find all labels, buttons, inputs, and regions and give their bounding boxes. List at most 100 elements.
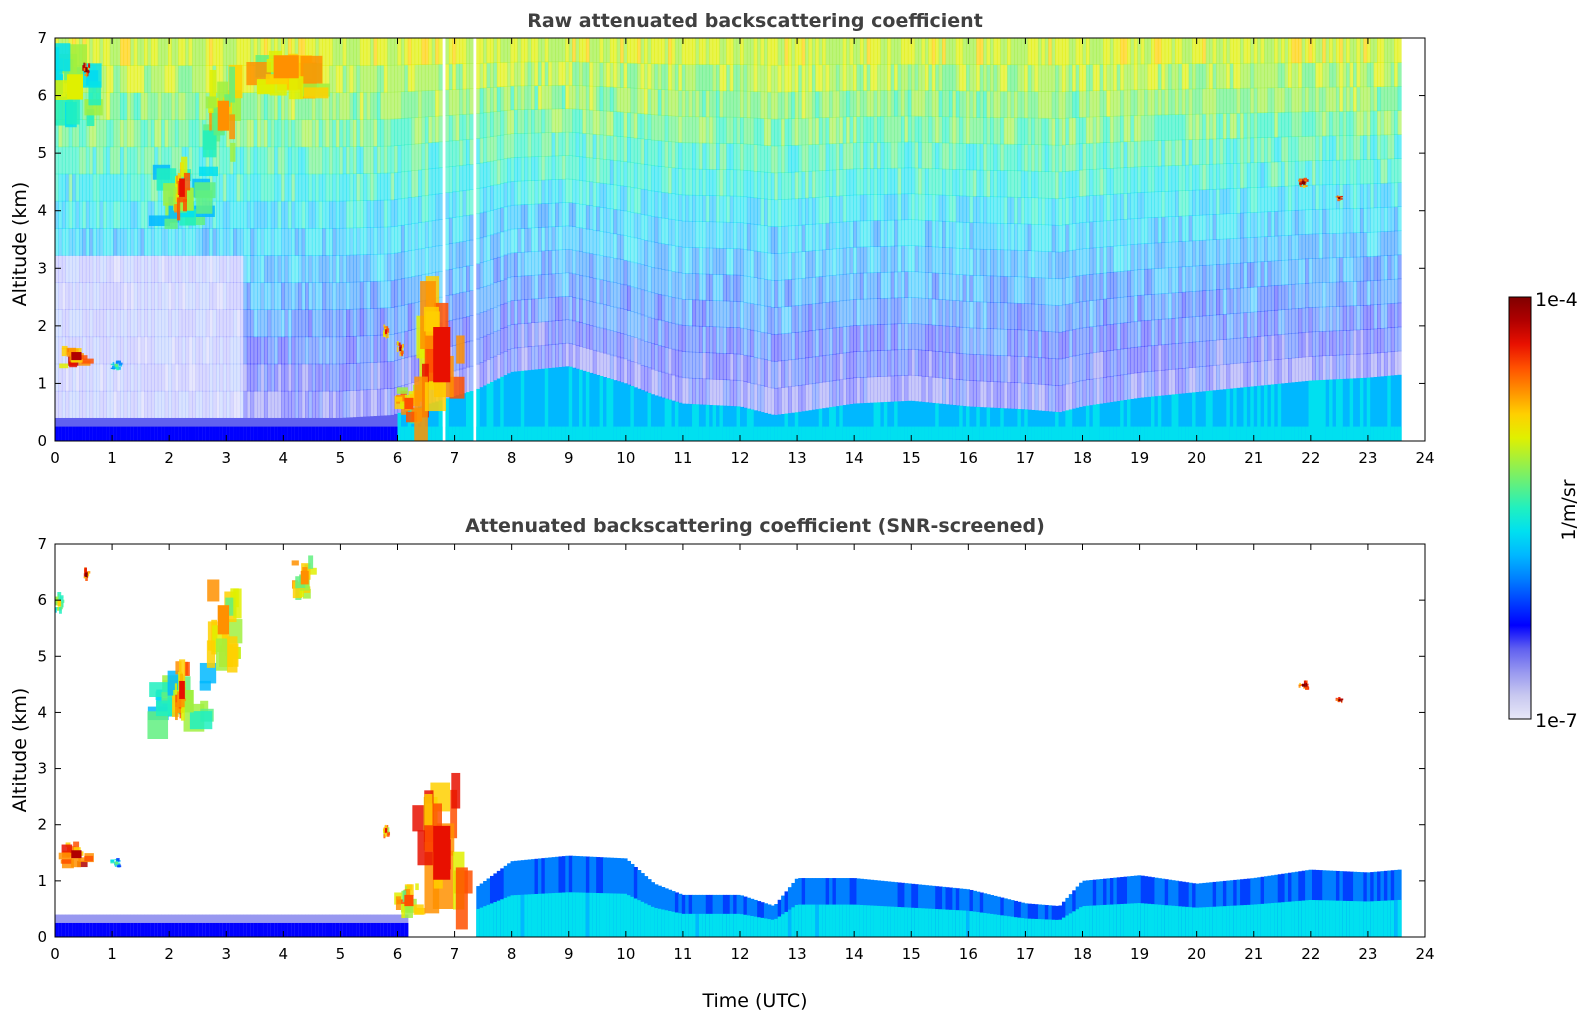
heatmap-cell [603,280,608,305]
heatmap-cell [904,297,909,324]
heatmap-cell [404,357,409,385]
heatmap-cell [308,119,313,148]
heatmap-cell [277,336,282,365]
heatmap-cell [1051,304,1056,333]
heatmap-cell [818,276,823,304]
heatmap-cell [938,194,943,222]
heatmap-cell [315,336,320,365]
heatmap-cell [1020,91,1025,119]
heatmap-cell [534,227,539,252]
boundary-layer-cell [832,426,837,441]
heatmap-cell [702,142,707,170]
heatmap-cell [883,349,888,377]
heatmap-cell [318,282,323,311]
heatmap-cell [589,301,594,326]
heatmap-cell [520,156,525,182]
heatmap-cell [503,206,508,232]
heatmap-cell [548,132,553,157]
heatmap-cell [657,140,662,167]
heatmap-cell [513,180,518,206]
heatmap-cell [144,282,149,311]
heatmap-cell [483,310,488,337]
heatmap-cell [763,38,768,66]
heatmap-cell [188,173,193,202]
boundary-layer-cell [1010,408,1015,441]
heatmap-cell [787,305,792,334]
heatmap-cell [698,38,703,65]
heatmap-cell [325,38,330,66]
heatmap-cell [414,302,419,330]
boundary-layer-cell [609,426,614,441]
heatmap-cell [685,194,690,222]
boundary-layer-cell [455,395,460,441]
heatmap-cell [137,309,142,338]
heatmap-cell [459,165,464,192]
heatmap-cell [544,274,549,299]
heatmap-cell [1024,329,1029,357]
heatmap-cell [1079,275,1084,303]
heatmap-cell [376,226,381,255]
heatmap-cell [606,62,611,88]
heatmap-cell [650,38,655,65]
boundary-layer-cell [500,426,505,441]
heatmap-cell [777,64,782,93]
heatmap-cell [541,38,546,63]
heatmap-cell [952,247,957,275]
boundary-layer-cell [781,426,786,441]
heatmap-cell [277,200,282,229]
heatmap-cell [82,309,87,338]
heatmap-cell [267,282,272,311]
heatmap-cell [986,354,991,382]
heatmap-cell [513,276,518,301]
heatmap-cell [757,171,762,199]
boundary-layer-cell [1085,426,1090,441]
heatmap-cell [541,321,546,346]
heatmap-cell [335,92,340,121]
heatmap-cell [92,309,97,338]
heatmap-cell [349,363,354,391]
heatmap-cell [966,116,971,144]
heatmap-cell [555,132,560,157]
heatmap-cell [126,227,131,256]
heatmap-cell [1048,38,1053,66]
heatmap-cell [438,193,443,220]
boundary-layer-cell [856,403,861,441]
heatmap-cell [784,38,789,66]
heatmap-cell [630,211,635,238]
heatmap-cell [1061,224,1066,252]
heatmap-cell [1037,330,1042,358]
heatmap-cell [808,144,813,172]
heatmap-cell [346,92,351,120]
heatmap-cell [558,320,563,345]
heatmap-cell [770,172,775,201]
heatmap-cell [380,334,385,363]
heatmap-cell [404,330,409,359]
heatmap-cell [705,326,710,354]
heatmap-cell [736,353,741,381]
boundary-layer-cell [469,426,474,441]
heatmap-cell [342,65,347,93]
heatmap-cell [784,145,789,173]
boundary-layer-cell [942,403,947,441]
heatmap-cell [644,113,649,140]
heatmap-cell [921,219,926,247]
heatmap-cell [897,89,902,117]
boundary-layer-cell [596,374,601,441]
boundary-layer-cell [281,426,286,441]
heatmap-cell [291,227,296,256]
heatmap-cell [215,38,220,66]
heatmap-cell [527,322,532,348]
heatmap-cell [363,389,368,418]
heatmap-cell [527,275,532,300]
heatmap-cell [1123,296,1128,324]
boundary-layer-cell [579,369,584,441]
boundary-layer-cell [818,408,823,441]
heatmap-cell [609,86,614,112]
heatmap-cell [1010,276,1015,304]
heatmap-cell [890,38,895,65]
heatmap-cell [260,38,265,66]
heatmap-cell [853,38,858,65]
heatmap-cell [209,390,214,419]
heatmap-cell [692,142,697,170]
heatmap-cell [1051,278,1056,306]
